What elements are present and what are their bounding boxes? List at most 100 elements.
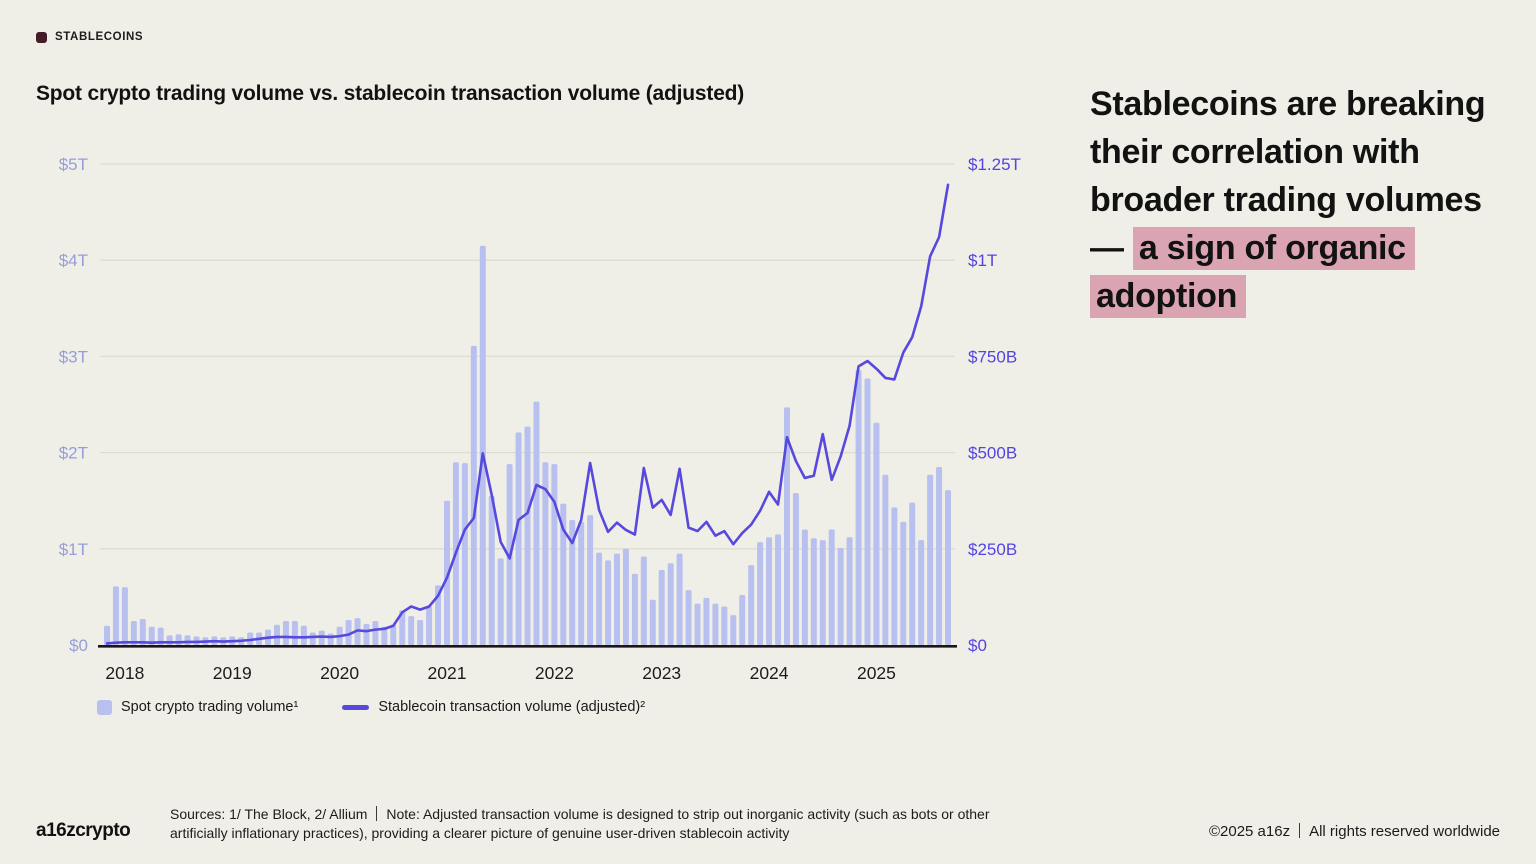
x-axis-year-label: 2021	[428, 663, 467, 683]
right-axis-tick-label: $250B	[968, 540, 1017, 559]
bar-month	[470, 345, 477, 645]
bar-month	[461, 463, 468, 645]
bar-swatch-icon	[97, 699, 112, 715]
bar-month	[882, 474, 889, 645]
bar-month	[524, 426, 531, 645]
copyright-year: ©2025 a16z	[1208, 823, 1291, 840]
bar-month	[327, 633, 334, 645]
bar-month	[694, 603, 701, 645]
chart-canvas: $5T $4T $3T $2T $1T $0 $1.25T $1T $750B $500B $250…	[59, 155, 1021, 683]
bar-month	[345, 619, 352, 645]
bar-month	[435, 585, 442, 645]
bar-month	[408, 616, 415, 645]
legend-item-spot-volume: Spot crypto trading volume¹	[97, 699, 298, 715]
bar-month	[846, 537, 853, 645]
bar-month	[291, 620, 298, 645]
right-axis-tick-label: $500B	[968, 444, 1017, 463]
bar-month	[739, 594, 746, 645]
a16zcrypto-logo: a16zcrypto	[36, 820, 131, 841]
bar-month	[927, 474, 934, 645]
bar-month	[900, 521, 907, 645]
footnote-divider	[376, 806, 378, 821]
x-axis-year-label: 2023	[642, 663, 681, 683]
copyright-divider	[1299, 823, 1301, 838]
bar-month	[497, 558, 504, 645]
footnote-sources: Sources: 1/ The Block, 2/ Allium	[170, 806, 368, 822]
bar-month	[390, 624, 397, 645]
bar-month	[748, 565, 755, 645]
left-axis-tick-label: $1T	[59, 540, 88, 559]
left-axis-tick-label: $3T	[59, 347, 88, 366]
footnote-note: Note: Adjusted transaction volume is des…	[170, 806, 990, 841]
x-axis-year-label: 2025	[857, 663, 896, 683]
headline-plain-text: Stablecoins are breaking their correlati…	[1090, 85, 1486, 267]
bar-month	[121, 587, 128, 645]
bar-month	[578, 521, 585, 645]
bar-month	[157, 627, 164, 645]
bar-month	[622, 548, 629, 645]
stablecoin-volume-line	[105, 183, 950, 645]
x-axis-year-label: 2020	[320, 663, 359, 683]
bar-month	[569, 519, 576, 645]
bar-month	[372, 620, 379, 645]
footnote: Sources: 1/ The Block, 2/ Allium Note: Ad…	[170, 805, 1050, 842]
bar-month	[417, 619, 424, 645]
bar-month	[130, 620, 137, 645]
bar-month	[649, 599, 656, 645]
right-axis-tick-label: $1.25T	[968, 155, 1021, 174]
bar-month	[676, 553, 683, 645]
right-axis-tick-label: $0	[968, 636, 987, 655]
bar-month	[801, 529, 808, 645]
copyright: ©2025 a16z All rights reserved worldwide	[1209, 823, 1500, 840]
bar-month	[542, 462, 549, 645]
bar-month	[148, 626, 155, 645]
category-tag: STABLECOINS	[36, 31, 143, 43]
bar-month	[775, 534, 782, 645]
chart-legend: Spot crypto trading volume¹ Stablecoin t…	[97, 699, 645, 715]
bar-month	[945, 490, 952, 645]
bar-month	[596, 552, 603, 645]
legend-item-stablecoin-volume: Stablecoin transaction volume (adjusted)…	[342, 699, 645, 715]
bar-month	[828, 529, 835, 645]
headline: Stablecoins are breaking their correlati…	[1090, 80, 1490, 320]
bar-month	[712, 603, 719, 645]
bar-month	[918, 540, 925, 645]
bar-month	[783, 407, 790, 645]
bar-month	[139, 619, 146, 645]
right-axis-tick-label: $1T	[968, 251, 997, 270]
bar-month	[381, 626, 388, 645]
left-axis-tick-label: $2T	[59, 444, 88, 463]
x-axis-year-label: 2024	[750, 663, 789, 683]
bar-month	[909, 502, 916, 645]
bar-month	[703, 597, 710, 645]
bar-month	[667, 563, 674, 645]
bar-month	[560, 503, 567, 645]
tag-label: STABLECOINS	[55, 31, 144, 43]
bar-month	[721, 606, 728, 645]
x-axis-year-label: 2022	[535, 663, 574, 683]
bar-month	[936, 467, 943, 645]
bar-month	[819, 540, 826, 645]
bar-month	[184, 635, 191, 645]
bar-month	[766, 537, 773, 645]
bar-month	[685, 590, 692, 645]
bar-month	[587, 515, 594, 645]
headline-highlight-text: a sign of organic adoption	[1090, 227, 1415, 318]
bar-month	[104, 625, 110, 645]
bar-month	[399, 610, 406, 645]
bar-month	[515, 432, 522, 645]
left-axis-tick-label: $4T	[59, 251, 88, 270]
left-axis-tick-label: $5T	[59, 155, 88, 174]
left-axis-tick-label: $0	[69, 636, 88, 655]
bar-month	[837, 547, 844, 645]
x-axis-year-label: 2018	[105, 663, 144, 683]
tag-square-icon	[36, 31, 47, 43]
bar-month	[864, 378, 871, 645]
bar-month	[855, 369, 862, 645]
bar-month	[309, 632, 316, 645]
bar-month	[551, 464, 558, 645]
bar-month	[282, 620, 289, 645]
bar-month	[300, 625, 307, 645]
right-axis-tick-label: $750B	[968, 347, 1017, 366]
